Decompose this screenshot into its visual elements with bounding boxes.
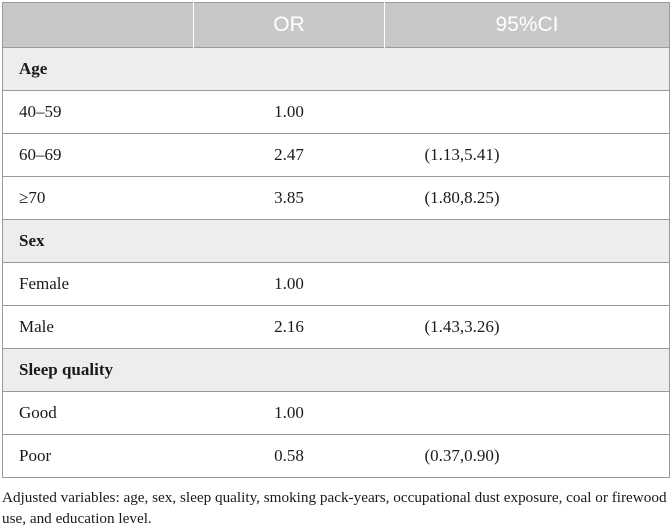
section-title: Age [2,47,670,91]
row-ci [384,391,670,435]
row-or: 0.58 [193,434,385,478]
odds-ratio-table: OR 95%CI Age 40–59 1.00 60–69 2.47 (1.13… [2,2,670,478]
row-ci [384,262,670,306]
row-ci: (1.43,3.26) [384,305,670,349]
row-label: 60–69 [2,133,194,177]
table-row: 60–69 2.47 (1.13,5.41) [2,133,670,177]
row-or: 1.00 [193,90,385,134]
row-ci: (1.80,8.25) [384,176,670,220]
section-title: Sex [2,219,670,263]
table-row: ≥70 3.85 (1.80,8.25) [2,176,670,220]
row-or: 1.00 [193,391,385,435]
header-ci: 95%CI [384,2,670,48]
row-label: Poor [2,434,194,478]
table-header: OR 95%CI [2,2,670,48]
header-or: OR [193,2,385,48]
header-row: OR 95%CI [2,2,670,48]
row-label: Female [2,262,194,306]
table-body: Age 40–59 1.00 60–69 2.47 (1.13,5.41) ≥7… [2,47,670,478]
row-label: ≥70 [2,176,194,220]
table-row: Poor 0.58 (0.37,0.90) [2,434,670,478]
row-label: Male [2,305,194,349]
table-row: Male 2.16 (1.43,3.26) [2,305,670,349]
table-footnote: Adjusted variables: age, sex, sleep qual… [2,489,667,527]
table-row: Good 1.00 [2,391,670,435]
row-ci [384,90,670,134]
header-variable [2,2,194,48]
row-ci: (1.13,5.41) [384,133,670,177]
section-row-sleep-quality: Sleep quality [2,348,670,392]
section-row-age: Age [2,47,670,91]
row-label: Good [2,391,194,435]
row-or: 3.85 [193,176,385,220]
row-or: 2.47 [193,133,385,177]
section-title: Sleep quality [2,348,670,392]
row-or: 2.16 [193,305,385,349]
row-or: 1.00 [193,262,385,306]
row-label: 40–59 [2,90,194,134]
table-row: 40–59 1.00 [2,90,670,134]
table-row: Female 1.00 [2,262,670,306]
section-row-sex: Sex [2,219,670,263]
row-ci: (0.37,0.90) [384,434,670,478]
